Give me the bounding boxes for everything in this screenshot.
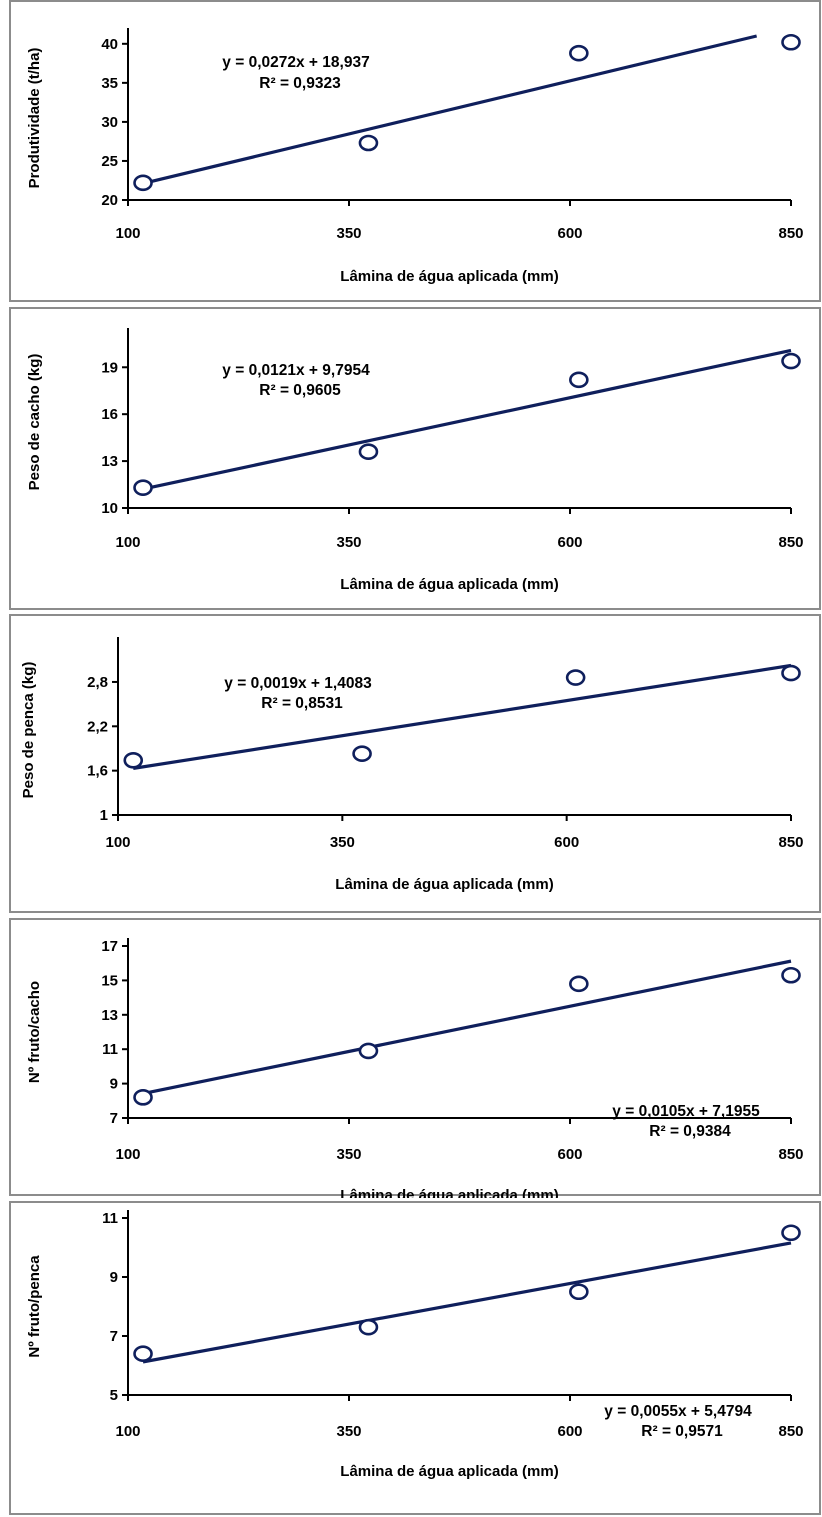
data-point xyxy=(133,479,153,496)
x-axis-title: Lâmina de água aplicada (mm) xyxy=(340,1187,558,1198)
data-point xyxy=(352,745,372,762)
x-tick-label: 100 xyxy=(115,1423,140,1440)
trend-line xyxy=(142,1241,792,1364)
x-tick-label: 600 xyxy=(554,834,579,851)
data-point xyxy=(358,443,379,461)
y-axis-title: Nº fruto/penca xyxy=(26,1255,43,1358)
data-point xyxy=(358,134,379,152)
data-point xyxy=(565,669,586,686)
chart-panel-1: 20 25 30 35 40 100 350 600 850 Lâmina de água apl… xyxy=(9,0,821,302)
chart-svg-5: 5 7 9 11 100 350 600 850 Lâmina de água aplicada… xyxy=(26,1210,804,1480)
x-tick-label: 100 xyxy=(115,1146,140,1163)
y-tick-label: 30 xyxy=(101,114,118,131)
x-tick-label: 100 xyxy=(115,534,140,551)
x-tick-label: 350 xyxy=(336,225,361,242)
y-tick-label: 2,2 xyxy=(87,718,108,735)
x-tick-label: 850 xyxy=(778,225,803,242)
x-axis-title: Lâmina de água aplicada (mm) xyxy=(340,1463,558,1480)
x-tick-label: 350 xyxy=(336,1146,361,1163)
x-tick-label: 600 xyxy=(557,534,582,551)
trend-equation: y = 0,0121x + 9,7954 xyxy=(222,362,370,379)
x-tick-label: 600 xyxy=(557,225,582,242)
y-tick-label: 20 xyxy=(101,192,118,209)
x-tick-label: 350 xyxy=(336,534,361,551)
r-squared-label: R² = 0,9323 xyxy=(259,75,341,92)
y-tick-label: 7 xyxy=(110,1110,118,1127)
data-point xyxy=(569,44,589,62)
chart-svg-2: 10 13 16 19 100 350 600 850 Lâmina de água aplic… xyxy=(26,328,804,593)
y-tick-label: 11 xyxy=(102,1041,118,1058)
x-tick-label: 850 xyxy=(778,534,803,551)
x-tick-label: 100 xyxy=(105,834,130,851)
chart-panel-4: 7 9 11 13 15 17 100 350 600 850 Lâmina de água apl… xyxy=(9,918,821,1198)
trend-equation: y = 0,0055x + 5,4794 xyxy=(604,1403,752,1420)
data-point xyxy=(569,371,589,389)
y-axis-title: Produtividade (t/ha) xyxy=(26,48,43,189)
y-tick-label: 9 xyxy=(110,1269,118,1286)
chart-svg-1: 20 25 30 35 40 100 350 600 850 Lâmina de água apl… xyxy=(26,28,804,285)
y-axis-title: Peso de cacho (kg) xyxy=(26,354,43,491)
data-point xyxy=(569,975,589,993)
r-squared-label: R² = 0,8531 xyxy=(261,695,343,712)
y-tick-label: 25 xyxy=(101,153,118,170)
trend-line xyxy=(142,34,758,186)
x-tick-label: 100 xyxy=(115,225,140,242)
chart-panel-5: 5 7 9 11 100 350 600 850 Lâmina de água aplicada… xyxy=(9,1201,821,1515)
trend-line xyxy=(142,348,792,491)
data-point xyxy=(133,1345,153,1362)
data-point xyxy=(781,966,801,984)
y-tick-label: 1,6 xyxy=(87,763,108,780)
data-point xyxy=(781,1224,801,1242)
x-tick-label: 850 xyxy=(778,834,803,851)
y-tick-label: 19 xyxy=(101,359,118,376)
y-tick-label: 7 xyxy=(110,1328,118,1345)
y-axis-title: Peso de penca (kg) xyxy=(20,662,37,799)
x-tick-label: 600 xyxy=(557,1423,582,1440)
r-squared-label: R² = 0,9571 xyxy=(641,1423,723,1440)
y-tick-label: 9 xyxy=(110,1076,118,1093)
chart-svg-4: 7 9 11 13 15 17 100 350 600 850 Lâmina de água apl… xyxy=(26,938,804,1198)
chart-panel-3: 1 1,6 2,2 2,8 100 350 600 850 Lâmina de água apl… xyxy=(9,614,821,913)
y-axis-title: Nº fruto/cacho xyxy=(26,981,43,1083)
data-point xyxy=(781,33,801,51)
data-point xyxy=(569,1283,589,1301)
y-tick-label: 11 xyxy=(102,1210,118,1227)
x-tick-label: 600 xyxy=(557,1146,582,1163)
data-point xyxy=(358,1318,379,1336)
trend-line xyxy=(142,959,792,1096)
x-tick-label: 850 xyxy=(778,1423,803,1440)
x-tick-label: 350 xyxy=(330,834,355,851)
y-tick-label: 15 xyxy=(101,972,118,989)
y-tick-label: 2,8 xyxy=(87,674,108,691)
y-tick-label: 5 xyxy=(110,1387,118,1404)
r-squared-label: R² = 0,9605 xyxy=(259,382,341,399)
data-point xyxy=(358,1042,379,1060)
chart-svg-3: 1 1,6 2,2 2,8 100 350 600 850 Lâmina de água apl… xyxy=(20,637,804,893)
y-tick-label: 1 xyxy=(100,807,108,824)
y-tick-label: 35 xyxy=(101,75,118,92)
x-axis-title: Lâmina de água aplicada (mm) xyxy=(340,268,558,285)
data-point xyxy=(781,352,801,370)
y-tick-label: 17 xyxy=(101,938,118,955)
y-tick-label: 16 xyxy=(101,406,118,423)
r-squared-label: R² = 0,9384 xyxy=(649,1123,731,1140)
y-tick-label: 10 xyxy=(101,500,118,517)
x-tick-label: 850 xyxy=(778,1146,803,1163)
data-point xyxy=(133,1089,153,1106)
x-axis-title: Lâmina de água aplicada (mm) xyxy=(340,576,558,593)
chart-panel-2: 10 13 16 19 100 350 600 850 Lâmina de água aplic… xyxy=(9,307,821,610)
x-axis-title: Lâmina de água aplicada (mm) xyxy=(335,876,553,893)
y-tick-label: 13 xyxy=(101,453,118,470)
y-tick-label: 13 xyxy=(101,1007,118,1024)
y-tick-label: 40 xyxy=(101,36,118,53)
trend-equation: y = 0,0019x + 1,4083 xyxy=(224,675,372,692)
trend-equation: y = 0,0105x + 7,1955 xyxy=(612,1103,760,1120)
trend-equation: y = 0,0272x + 18,937 xyxy=(222,54,369,71)
x-tick-label: 350 xyxy=(336,1423,361,1440)
trend-line xyxy=(133,663,792,770)
data-point xyxy=(133,174,153,192)
data-point xyxy=(123,752,144,769)
data-point xyxy=(781,664,801,682)
